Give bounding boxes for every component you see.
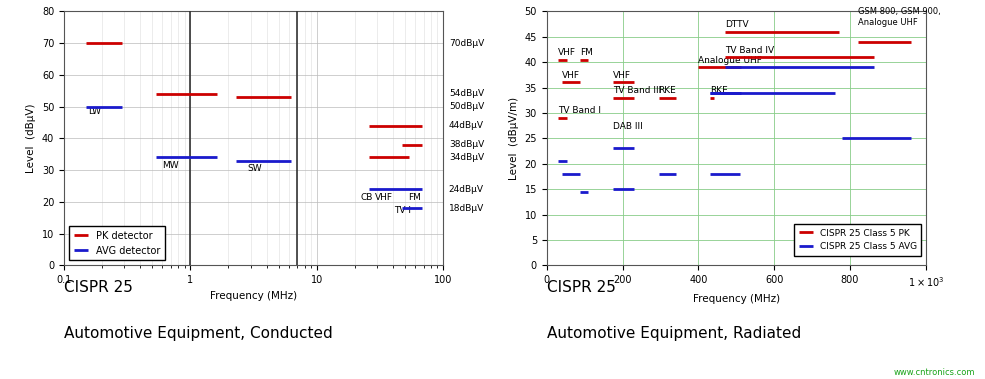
Text: MW: MW	[163, 161, 179, 170]
Text: LW: LW	[88, 107, 101, 116]
Text: www.cntronics.com: www.cntronics.com	[893, 368, 975, 377]
Text: FM: FM	[409, 193, 422, 202]
Text: DTTV: DTTV	[725, 20, 749, 29]
Text: TV Band IV: TV Band IV	[725, 45, 774, 55]
Legend: PK detector, AVG detector: PK detector, AVG detector	[69, 226, 165, 260]
Text: FM: FM	[579, 48, 593, 57]
Y-axis label: Level  (dBμV/m): Level (dBμV/m)	[509, 97, 519, 180]
Y-axis label: Level  (dBμV): Level (dBμV)	[27, 103, 36, 173]
Text: 38dBμV: 38dBμV	[449, 140, 484, 149]
X-axis label: Frequency (MHz): Frequency (MHz)	[692, 294, 780, 304]
Text: DAB III: DAB III	[613, 122, 642, 131]
Text: 34dBμV: 34dBμV	[449, 153, 484, 162]
CISPR 25 Class 5 AVG	[561, 159, 573, 163]
Text: Automotive Equipment, Radiated: Automotive Equipment, Radiated	[547, 326, 801, 341]
Text: Automotive Equipment, Conducted: Automotive Equipment, Conducted	[64, 326, 333, 341]
Text: VHF: VHF	[558, 48, 576, 57]
Text: RKE: RKE	[710, 86, 728, 95]
CISPR 25 Class 5 AVG	[553, 159, 564, 163]
PK detector	[115, 41, 127, 45]
CISPR 25 Class 5 PK	[553, 57, 564, 62]
PK detector	[81, 41, 93, 45]
Text: CISPR 25: CISPR 25	[547, 280, 616, 296]
AVG detector	[81, 104, 93, 109]
Text: 70dBμV: 70dBμV	[449, 39, 484, 48]
Text: CB: CB	[361, 193, 372, 202]
Legend: CISPR 25 Class 5 PK, CISPR 25 Class 5 AVG: CISPR 25 Class 5 PK, CISPR 25 Class 5 AV…	[795, 224, 921, 256]
Text: 24dBμV: 24dBμV	[449, 185, 484, 194]
Text: 54dBμV: 54dBμV	[449, 89, 484, 99]
Text: GSM 800, GSM 900,
Analogue UHF: GSM 800, GSM 900, Analogue UHF	[858, 7, 941, 27]
Text: VHF: VHF	[613, 71, 630, 80]
Text: TV Band III: TV Band III	[613, 86, 661, 95]
Text: 44dBμV: 44dBμV	[449, 121, 484, 130]
Text: VHF: VHF	[375, 193, 393, 202]
X-axis label: Frequency (MHz): Frequency (MHz)	[210, 291, 297, 301]
Text: SW: SW	[247, 164, 262, 173]
Text: VHF: VHF	[562, 71, 580, 80]
Text: 18dBμV: 18dBμV	[449, 204, 484, 213]
Text: 50dBμV: 50dBμV	[449, 102, 484, 111]
Text: TV I: TV I	[394, 205, 412, 215]
AVG detector	[115, 104, 127, 109]
Text: CISPR 25: CISPR 25	[64, 280, 133, 296]
Text: Analogue UHF: Analogue UHF	[698, 56, 762, 65]
Text: TV Band I: TV Band I	[558, 106, 601, 116]
CISPR 25 Class 5 PK	[561, 57, 573, 62]
Text: RKE: RKE	[659, 86, 677, 95]
